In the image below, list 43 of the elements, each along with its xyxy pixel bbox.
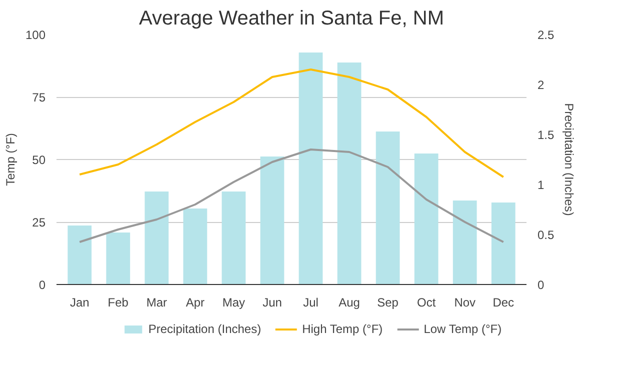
x-tick-label: Oct [417,296,436,310]
legend-label: High Temp (°F) [302,322,383,336]
bar [183,208,208,284]
x-tick-label: Nov [454,296,476,310]
line-series [78,148,504,243]
x-tick-label: Jul [303,296,318,310]
bar [452,200,477,284]
bar [106,232,130,284]
y2-tick-label: 1.5 [538,128,555,142]
bar [337,62,362,284]
y2-axis-title: Precipitation (Inches) [562,103,576,216]
x-tick-label: Mar [146,296,168,310]
legend-label: Low Temp (°F) [424,322,502,336]
bar [298,52,323,284]
x-tick-label: Aug [338,296,360,310]
x-tick-label: Dec [492,296,514,310]
x-tick-label: Jan [70,296,90,310]
bar [491,202,516,284]
y2-tick-label: 1 [538,178,544,192]
line-series [78,68,504,178]
x-tick-label: Apr [186,296,205,310]
bar [376,132,400,284]
y-tick-label: 50 [32,153,46,167]
y-tick-label: 0 [38,278,46,292]
y-axis-title: Temp (°F) [3,133,18,186]
bar [414,154,438,284]
bar [144,192,169,284]
bar [260,156,284,284]
bar [222,192,246,284]
y-tick-label: 100 [25,28,46,42]
y-tick-label: 25 [32,216,46,230]
y2-tick-label: 2 [538,78,544,92]
x-tick-label: Sep [377,296,399,310]
x-tick-label: Jun [262,296,282,310]
y2-tick-label: 2.5 [538,28,555,42]
y-tick-label: 75 [32,90,46,104]
legend-label: Precipitation (Inches) [148,322,262,336]
x-tick-label: May [222,296,246,310]
y2-tick-label: 0 [538,278,544,292]
bar [68,226,92,284]
y2-tick-label: 0.5 [538,228,555,242]
x-tick-label: Feb [108,296,129,310]
chart-title: Average Weather in Santa Fe, NM [139,8,444,30]
